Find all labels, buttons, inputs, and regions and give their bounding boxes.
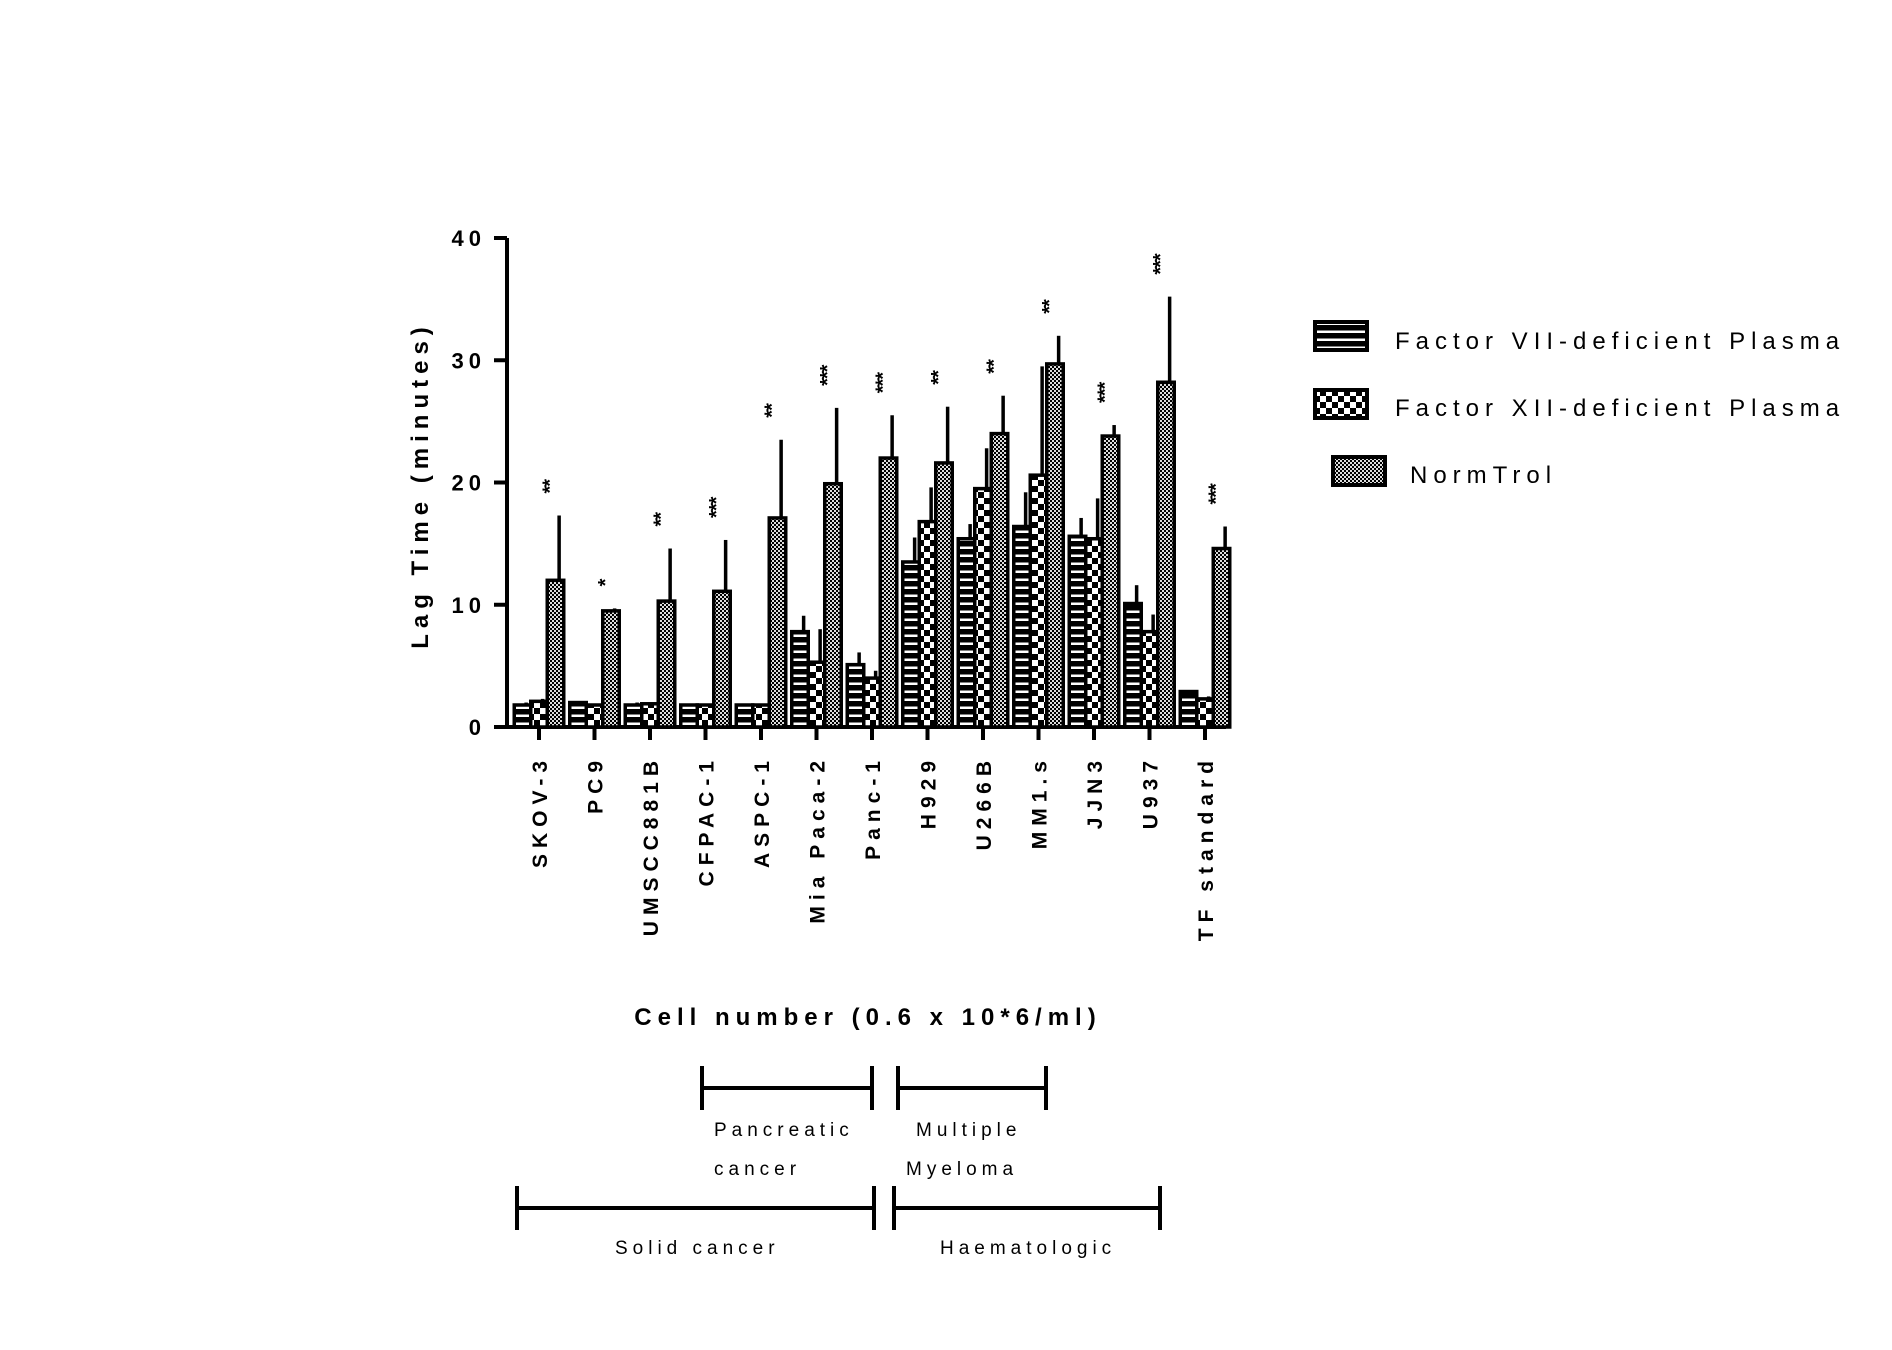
legend-label-normtrol: NormTrol — [1410, 462, 1557, 489]
bar-normtrol — [601, 609, 621, 729]
x-category-label: SKOV-3 — [529, 755, 552, 868]
bar-factor-xii — [640, 702, 660, 729]
error-bars — [524, 296, 1227, 705]
group-bracket-myeloma — [896, 1066, 1048, 1110]
group-label-haematologic: Haematologic — [940, 1238, 1116, 1259]
bar-normtrol — [878, 456, 899, 729]
group-bracket-haematologic — [892, 1186, 1162, 1230]
bar-factor-vii — [734, 703, 755, 729]
y-tick-label: 10 — [452, 593, 486, 618]
bar-factor-vii — [679, 703, 699, 729]
legend-swatch-factor-vii — [1313, 320, 1369, 352]
y-tick-label: 0 — [469, 715, 486, 740]
bar-factor-xii — [1028, 473, 1049, 729]
y-tick-label: 30 — [452, 348, 486, 373]
x-category-label: Panc-1 — [862, 755, 885, 860]
significance-marker: ** — [928, 370, 950, 385]
y-axis-title: Lag Time (minutes) — [407, 321, 434, 649]
significance-marker: *** — [1095, 381, 1117, 403]
bar-factor-vii — [1067, 534, 1088, 729]
bar-factor-vii — [1012, 524, 1032, 729]
bar-factor-xii — [973, 486, 993, 729]
significance-marker: * — [595, 578, 617, 586]
x-category-label: CFPAC-1 — [696, 755, 719, 886]
x-category-label: U266B — [973, 755, 996, 850]
bar-factor-xii — [1195, 697, 1215, 729]
bar-factor-xii — [1084, 536, 1104, 729]
bar-factor-xii — [806, 660, 827, 729]
bar-factor-vii — [568, 700, 588, 729]
x-category-label: U937 — [1140, 755, 1163, 829]
group-bracket-solid — [515, 1186, 876, 1230]
bar-normtrol — [1211, 546, 1232, 729]
bar-factor-vii — [512, 703, 533, 729]
group-bracket-pancreatic — [700, 1066, 874, 1110]
legend-swatch-normtrol — [1331, 455, 1387, 487]
bar-factor-xii — [862, 676, 882, 729]
x-category-label: UMSCC881B — [640, 755, 663, 936]
bar-factor-vii — [1178, 689, 1199, 729]
significance-marker: *** — [1150, 253, 1172, 275]
bar-normtrol — [545, 578, 566, 729]
bars — [512, 362, 1232, 729]
significance-marker: *** — [817, 364, 839, 386]
significance-marker: *** — [873, 372, 895, 394]
significance-marker: ** — [1039, 299, 1061, 314]
bar-normtrol — [656, 599, 677, 729]
legend-swatch-factor-xii — [1313, 388, 1369, 420]
bar-factor-xii — [917, 519, 938, 729]
bar-normtrol — [934, 461, 954, 729]
bar-factor-vii — [901, 560, 921, 729]
x-category-label: ASPC-1 — [751, 755, 774, 868]
bar-normtrol — [989, 431, 1010, 729]
bar-factor-vii — [623, 703, 644, 729]
bar-normtrol — [1100, 434, 1121, 729]
significance-marker: ** — [651, 512, 673, 527]
bar-factor-xii — [751, 703, 771, 729]
x-category-label: Mia Paca-2 — [807, 755, 830, 924]
bar-normtrol — [823, 481, 843, 729]
category-labels: SKOV-3 PC9 UMSCC881B CFPAC-1 ASPC-1 Mia Paca-… — [529, 727, 1218, 941]
significance-marker: ** — [762, 403, 784, 418]
x-category-label: TF standard — [1195, 755, 1218, 941]
legend-label-factor-xii: Factor XII-deficient Plasma — [1395, 395, 1845, 422]
legend-label-factor-vii: Factor VII-deficient Plasma — [1395, 328, 1845, 355]
significance-markers: ************* *** *************** — [540, 253, 1228, 586]
significance-marker: ** — [540, 479, 562, 494]
y-tick-label: 20 — [452, 471, 486, 496]
bar-factor-vii — [956, 536, 977, 729]
bar-factor-xii — [1139, 629, 1160, 729]
bar-factor-vii — [1123, 601, 1143, 729]
bar-factor-xii — [529, 699, 549, 729]
significance-marker: ** — [984, 359, 1006, 374]
bar-normtrol — [1045, 362, 1065, 729]
significance-marker: *** — [706, 496, 728, 518]
bar-normtrol — [712, 589, 732, 729]
group-label-myeloma-line1: Multiple — [916, 1120, 1021, 1141]
x-category-label: PC9 — [585, 755, 608, 814]
y-tick-label: 40 — [452, 226, 486, 251]
group-label-pancreatic-line2: cancer — [714, 1159, 801, 1180]
bar-factor-vii — [790, 629, 810, 729]
x-category-label: H929 — [918, 755, 941, 829]
legend: Factor VII-deficient Plasma Factor XII-d… — [1313, 320, 1845, 489]
significance-marker: *** — [1206, 483, 1228, 505]
group-label-pancreatic-line1: Pancreatic — [714, 1120, 854, 1141]
group-label-myeloma-line2: Myeloma — [906, 1159, 1018, 1180]
x-axis-title: Cell number (0.6 x 10*6/ml) — [634, 1004, 1101, 1031]
bar-factor-vii — [845, 662, 866, 729]
bar-normtrol — [1156, 380, 1176, 729]
x-category-label: JJN3 — [1084, 755, 1107, 829]
bar-factor-xii — [695, 703, 716, 729]
bar-normtrol — [767, 516, 788, 729]
bar-factor-xii — [584, 703, 605, 729]
x-category-label: MM1.s — [1029, 755, 1052, 849]
y-ticks: 0 10 20 30 40 — [452, 226, 507, 740]
group-label-solid: Solid cancer — [615, 1238, 780, 1259]
